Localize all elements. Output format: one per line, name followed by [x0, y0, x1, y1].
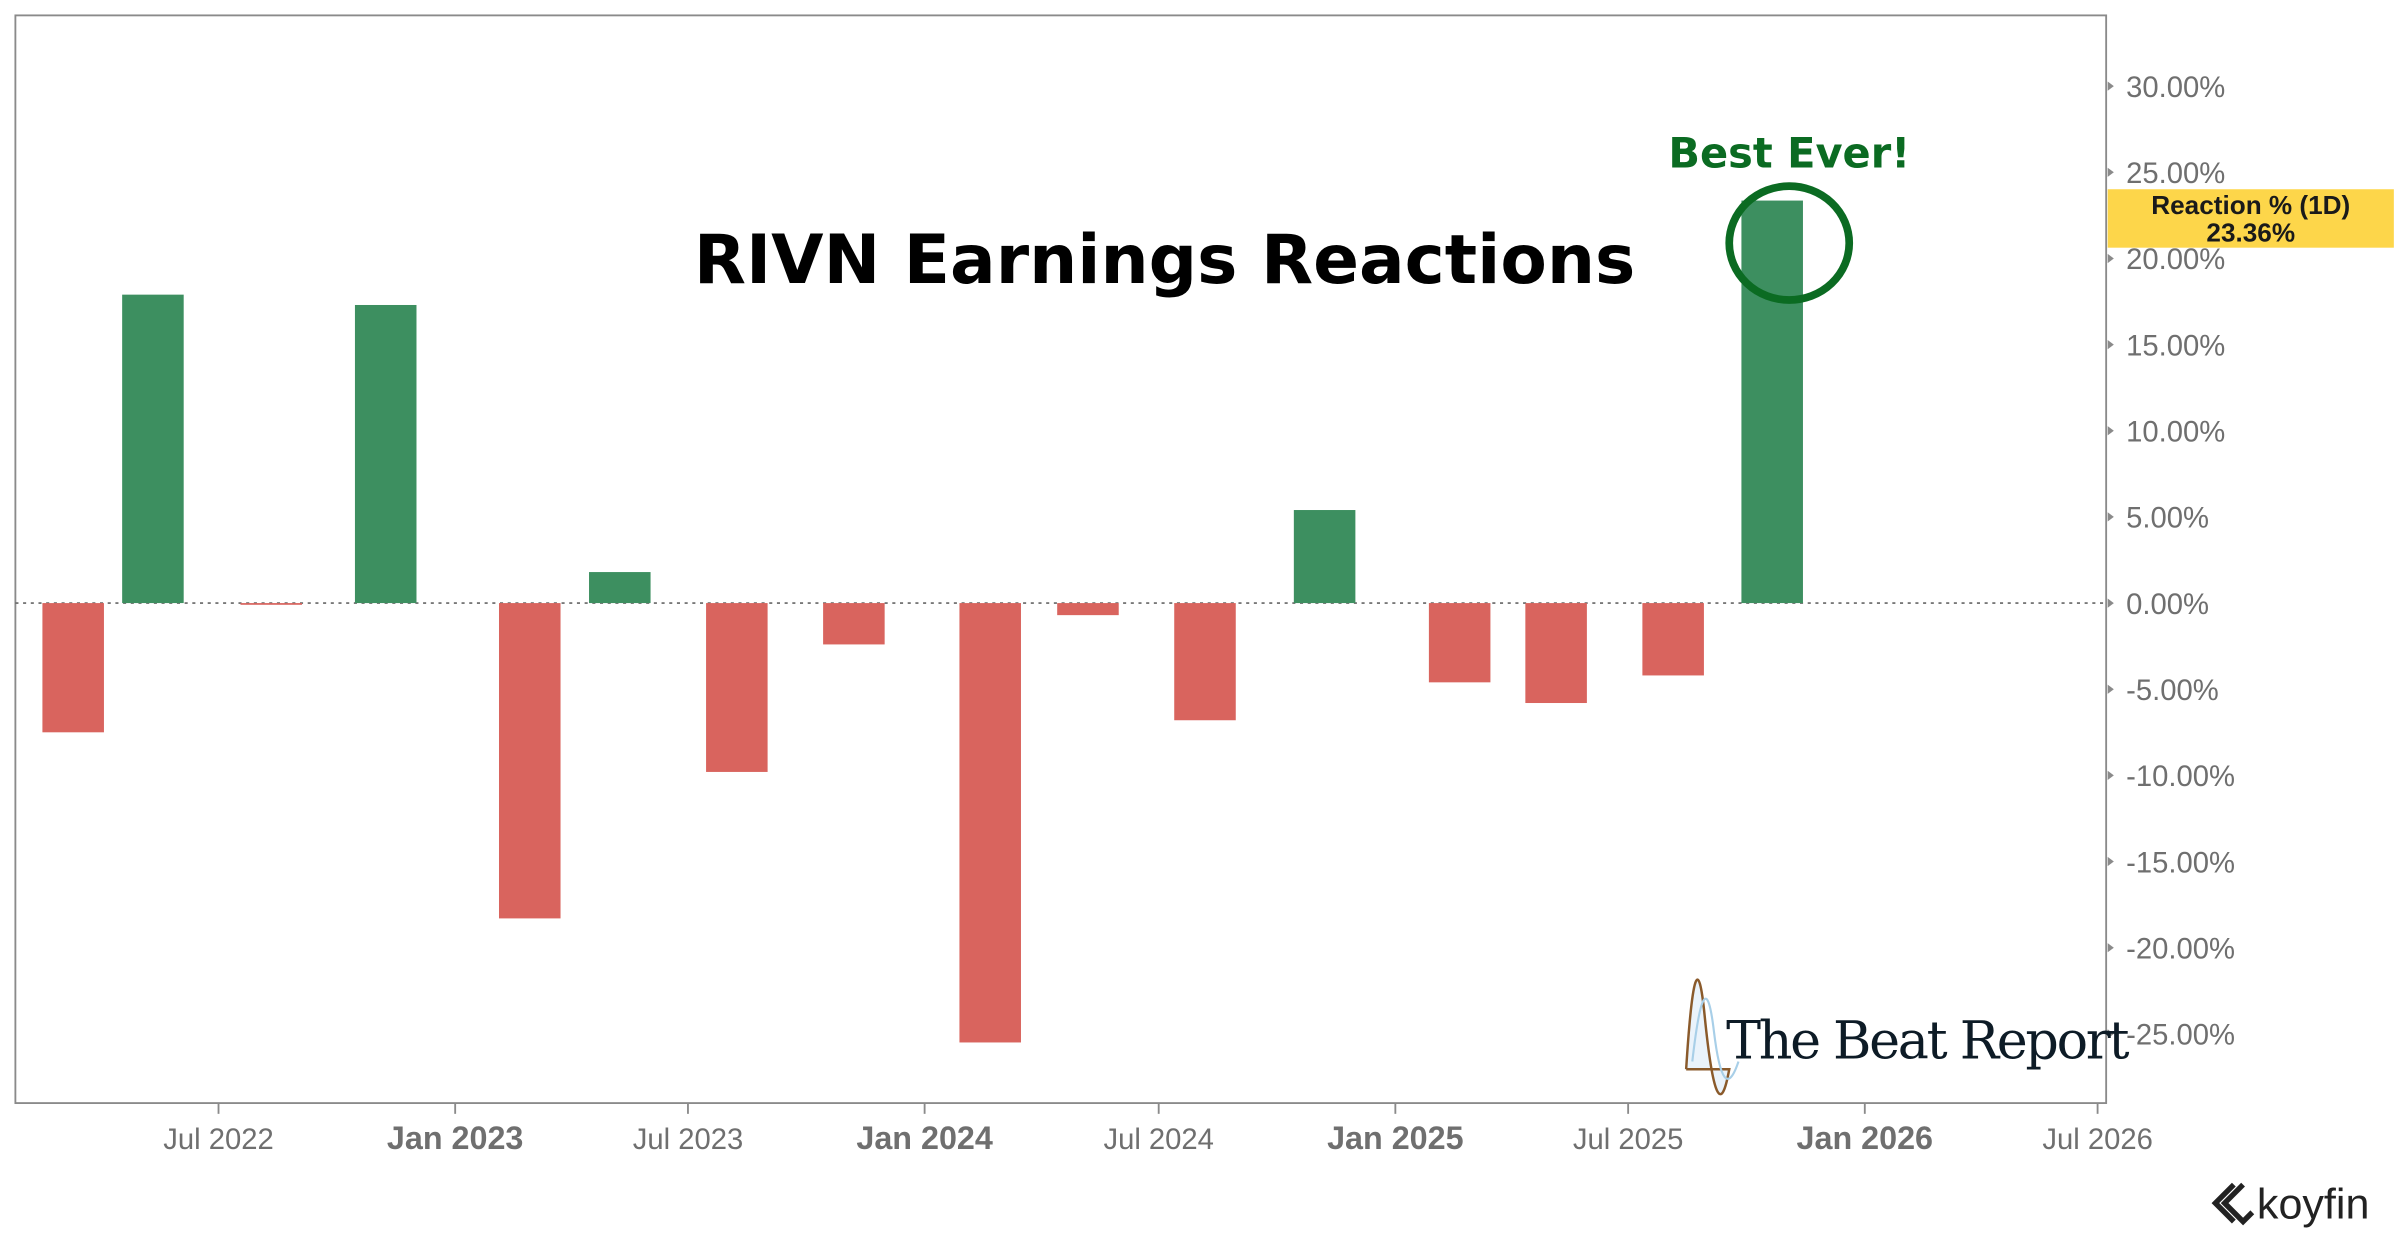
y-tick-mark	[2107, 340, 2114, 350]
series-value-tag-background	[2107, 189, 2394, 248]
y-tick-mark	[2107, 81, 2114, 91]
bar-2022-11-08[interactable]	[354, 304, 417, 604]
bar-2025-02-20[interactable]	[1428, 603, 1491, 683]
best-ever-annotation: Best Ever!	[1668, 129, 1910, 178]
koyfin-logo: koyfin	[2211, 1180, 2370, 1228]
x-tick-label: Jan 2024	[856, 1120, 993, 1156]
bar-2023-11-07[interactable]	[823, 603, 885, 645]
bar-2025-05-06[interactable]	[1525, 603, 1587, 704]
bar-2025-10-21[interactable]	[1741, 200, 1803, 604]
y-tick-mark	[2107, 253, 2114, 264]
y-tick-label: 10.00%	[2126, 417, 2225, 449]
y-tick-mark	[2107, 167, 2114, 177]
y-tick-label: 0.00%	[2126, 589, 2209, 621]
bar-2024-08-06[interactable]	[1174, 603, 1236, 721]
y-tick-label: 30.00%	[2126, 72, 2225, 104]
y-tick-mark	[2107, 426, 2114, 436]
y-tick-mark	[2107, 684, 2114, 694]
bar-2022-03-10[interactable]	[42, 603, 104, 733]
x-tick-label: Jul 2023	[633, 1124, 743, 1156]
x-tick-label: Jul 2024	[1103, 1124, 1213, 1156]
koyfin-label: koyfin	[2257, 1180, 2370, 1228]
the-beat-report-logo: The Beat Report	[1684, 978, 2132, 1096]
best-ever-circle	[1725, 182, 1854, 304]
last-value-label: 23.36%	[2206, 218, 2295, 248]
x-tick-label: Jul 2022	[163, 1124, 273, 1156]
series-name-label: Reaction % (1D)	[2151, 190, 2350, 220]
bar-2022-08-11[interactable]	[240, 603, 303, 605]
y-tick-label: -20.00%	[2126, 933, 2235, 965]
x-tick-label: Jul 2026	[2042, 1124, 2152, 1156]
x-tick-label: Jul 2025	[1573, 1124, 1683, 1156]
x-tick-label: Jan 2025	[1327, 1120, 1464, 1156]
bar-2023-08-08[interactable]	[706, 603, 768, 772]
y-tick-label: 15.00%	[2126, 330, 2225, 362]
bar-2024-05-07[interactable]	[1057, 603, 1119, 616]
y-tick-label: 5.00%	[2126, 503, 2209, 535]
y-tick-mark	[2107, 598, 2114, 608]
bar-2024-11-07[interactable]	[1293, 510, 1356, 604]
y-tick-label: -15.00%	[2126, 847, 2235, 879]
y-tick-label: 25.00%	[2126, 158, 2225, 190]
chart-title: RIVN Earnings Reactions	[694, 220, 1635, 299]
bar-2023-02-28[interactable]	[498, 603, 561, 919]
plot-frame	[14, 14, 2108, 1104]
brand-name: The Beat Report	[1726, 1010, 2129, 1071]
wave-logo-icon-secondary	[1691, 997, 1740, 1080]
koyfin-mark-icon	[2211, 1182, 2255, 1226]
y-tick-mark	[2107, 1029, 2114, 1039]
series-value-tag: Reaction % (1D) 23.36%	[2107, 189, 2394, 248]
y-tick-mark	[2107, 512, 2114, 522]
y-tick-label: -25.00%	[2126, 1020, 2235, 1052]
wave-logo-icon	[1684, 978, 1731, 1096]
bar-2023-05-09[interactable]	[589, 572, 651, 604]
bar-2025-08-05[interactable]	[1642, 603, 1704, 676]
bar-2024-02-21[interactable]	[959, 603, 1021, 1043]
y-tick-mark	[2107, 770, 2114, 780]
bar-2022-05-11[interactable]	[122, 294, 184, 604]
x-tick-label: Jan 2026	[1797, 1120, 1933, 1156]
y-tick-label: -10.00%	[2126, 761, 2235, 793]
x-tick-label: Jan 2023	[387, 1120, 523, 1156]
y-tick-label: -5.00%	[2126, 675, 2219, 707]
y-tick-label: 20.00%	[2126, 244, 2225, 276]
y-tick-mark	[2107, 856, 2114, 867]
y-tick-mark	[2107, 943, 2114, 953]
